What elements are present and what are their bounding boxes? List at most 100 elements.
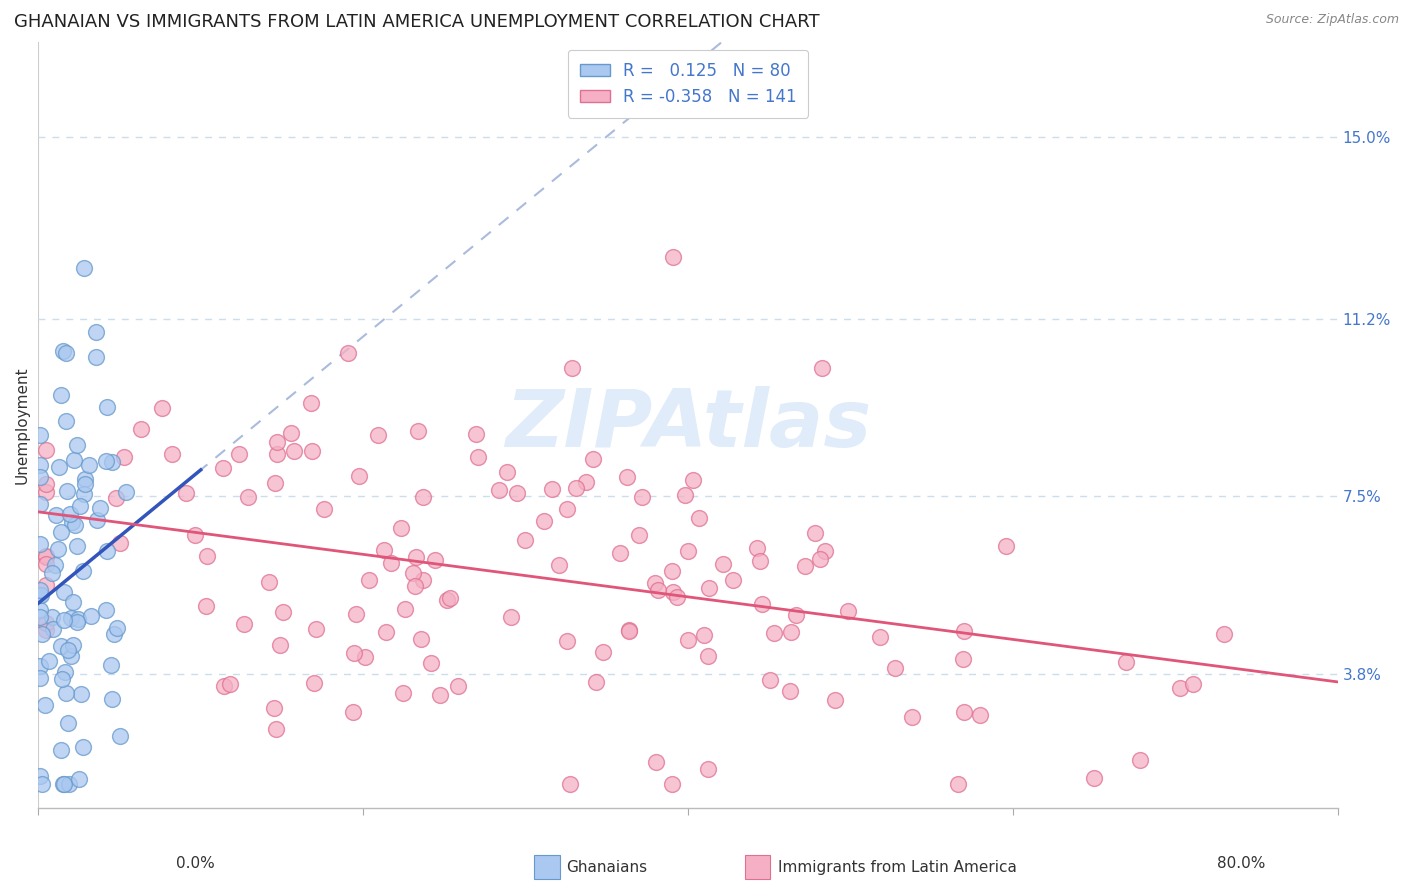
- Point: [506, 486, 529, 500]
- Point: [349, 468, 371, 483]
- Point: [62, 595, 84, 609]
- Point: [644, 575, 666, 590]
- Point: [63, 453, 86, 467]
- Point: [84, 351, 107, 365]
- Point: [616, 470, 638, 484]
- Point: [35, 549, 58, 564]
- Point: [564, 481, 586, 495]
- Point: [44, 558, 66, 572]
- Point: [824, 693, 846, 707]
- Point: [513, 533, 536, 547]
- Point: [28, 769, 51, 783]
- Point: [28, 659, 51, 673]
- Point: [69, 500, 91, 514]
- Point: [41, 566, 63, 580]
- Point: [662, 585, 685, 599]
- Point: [496, 465, 519, 479]
- Point: [661, 564, 683, 578]
- Point: [405, 550, 427, 565]
- Point: [1083, 771, 1105, 785]
- Point: [749, 554, 772, 568]
- Point: [465, 427, 488, 442]
- Point: [447, 679, 470, 693]
- Point: [66, 612, 89, 626]
- Point: [69, 687, 91, 701]
- Point: [547, 558, 569, 572]
- Point: [302, 675, 325, 690]
- Point: [103, 627, 125, 641]
- Point: [80, 608, 103, 623]
- Point: [55, 483, 77, 498]
- Point: [436, 593, 458, 607]
- Point: [129, 422, 152, 436]
- Point: [780, 624, 803, 639]
- Point: [51, 742, 73, 756]
- Text: Immigrants from Latin America: Immigrants from Latin America: [778, 861, 1017, 875]
- Point: [56, 716, 79, 731]
- Point: [665, 591, 688, 605]
- Point: [46, 541, 69, 556]
- Point: [101, 691, 124, 706]
- Point: [404, 579, 426, 593]
- Point: [1115, 655, 1137, 669]
- Point: [62, 639, 84, 653]
- Point: [184, 528, 207, 542]
- Point: [697, 581, 720, 595]
- Point: [884, 661, 907, 675]
- Point: [59, 507, 82, 521]
- Point: [67, 772, 90, 787]
- Point: [555, 633, 578, 648]
- Point: [101, 455, 124, 469]
- Point: [53, 585, 76, 599]
- Point: [609, 546, 631, 560]
- Point: [28, 458, 51, 472]
- Point: [682, 473, 704, 487]
- Point: [28, 609, 51, 624]
- Point: [814, 544, 837, 558]
- Point: [28, 602, 51, 616]
- Point: [312, 501, 335, 516]
- Point: [236, 490, 259, 504]
- Point: [94, 454, 117, 468]
- Point: [31, 777, 53, 791]
- Point: [35, 549, 58, 564]
- Point: [869, 630, 891, 644]
- Point: [412, 490, 434, 504]
- Point: [58, 643, 80, 657]
- Point: [58, 777, 80, 791]
- Point: [661, 777, 683, 791]
- Point: [392, 686, 415, 700]
- Point: [52, 343, 75, 358]
- Point: [412, 573, 434, 587]
- Point: [211, 461, 233, 475]
- Point: [28, 588, 51, 602]
- Point: [195, 549, 218, 563]
- Point: [592, 645, 614, 659]
- Point: [28, 671, 51, 685]
- Point: [354, 650, 377, 665]
- Point: [96, 544, 118, 558]
- Point: [969, 708, 991, 723]
- Point: [631, 490, 654, 504]
- Point: [271, 605, 294, 619]
- Point: [678, 632, 700, 647]
- Point: [337, 345, 360, 359]
- Point: [174, 486, 197, 500]
- Point: [575, 475, 598, 489]
- Point: [96, 401, 118, 415]
- Point: [45, 508, 67, 523]
- Point: [110, 536, 132, 550]
- Point: [647, 582, 669, 597]
- Point: [283, 444, 305, 458]
- Point: [48, 459, 70, 474]
- Point: [759, 673, 782, 687]
- Point: [259, 574, 281, 589]
- Point: [301, 444, 323, 458]
- Point: [60, 515, 83, 529]
- Point: [488, 483, 510, 498]
- Point: [467, 450, 489, 464]
- Point: [212, 679, 235, 693]
- Point: [425, 553, 447, 567]
- Point: [751, 598, 773, 612]
- Point: [66, 438, 89, 452]
